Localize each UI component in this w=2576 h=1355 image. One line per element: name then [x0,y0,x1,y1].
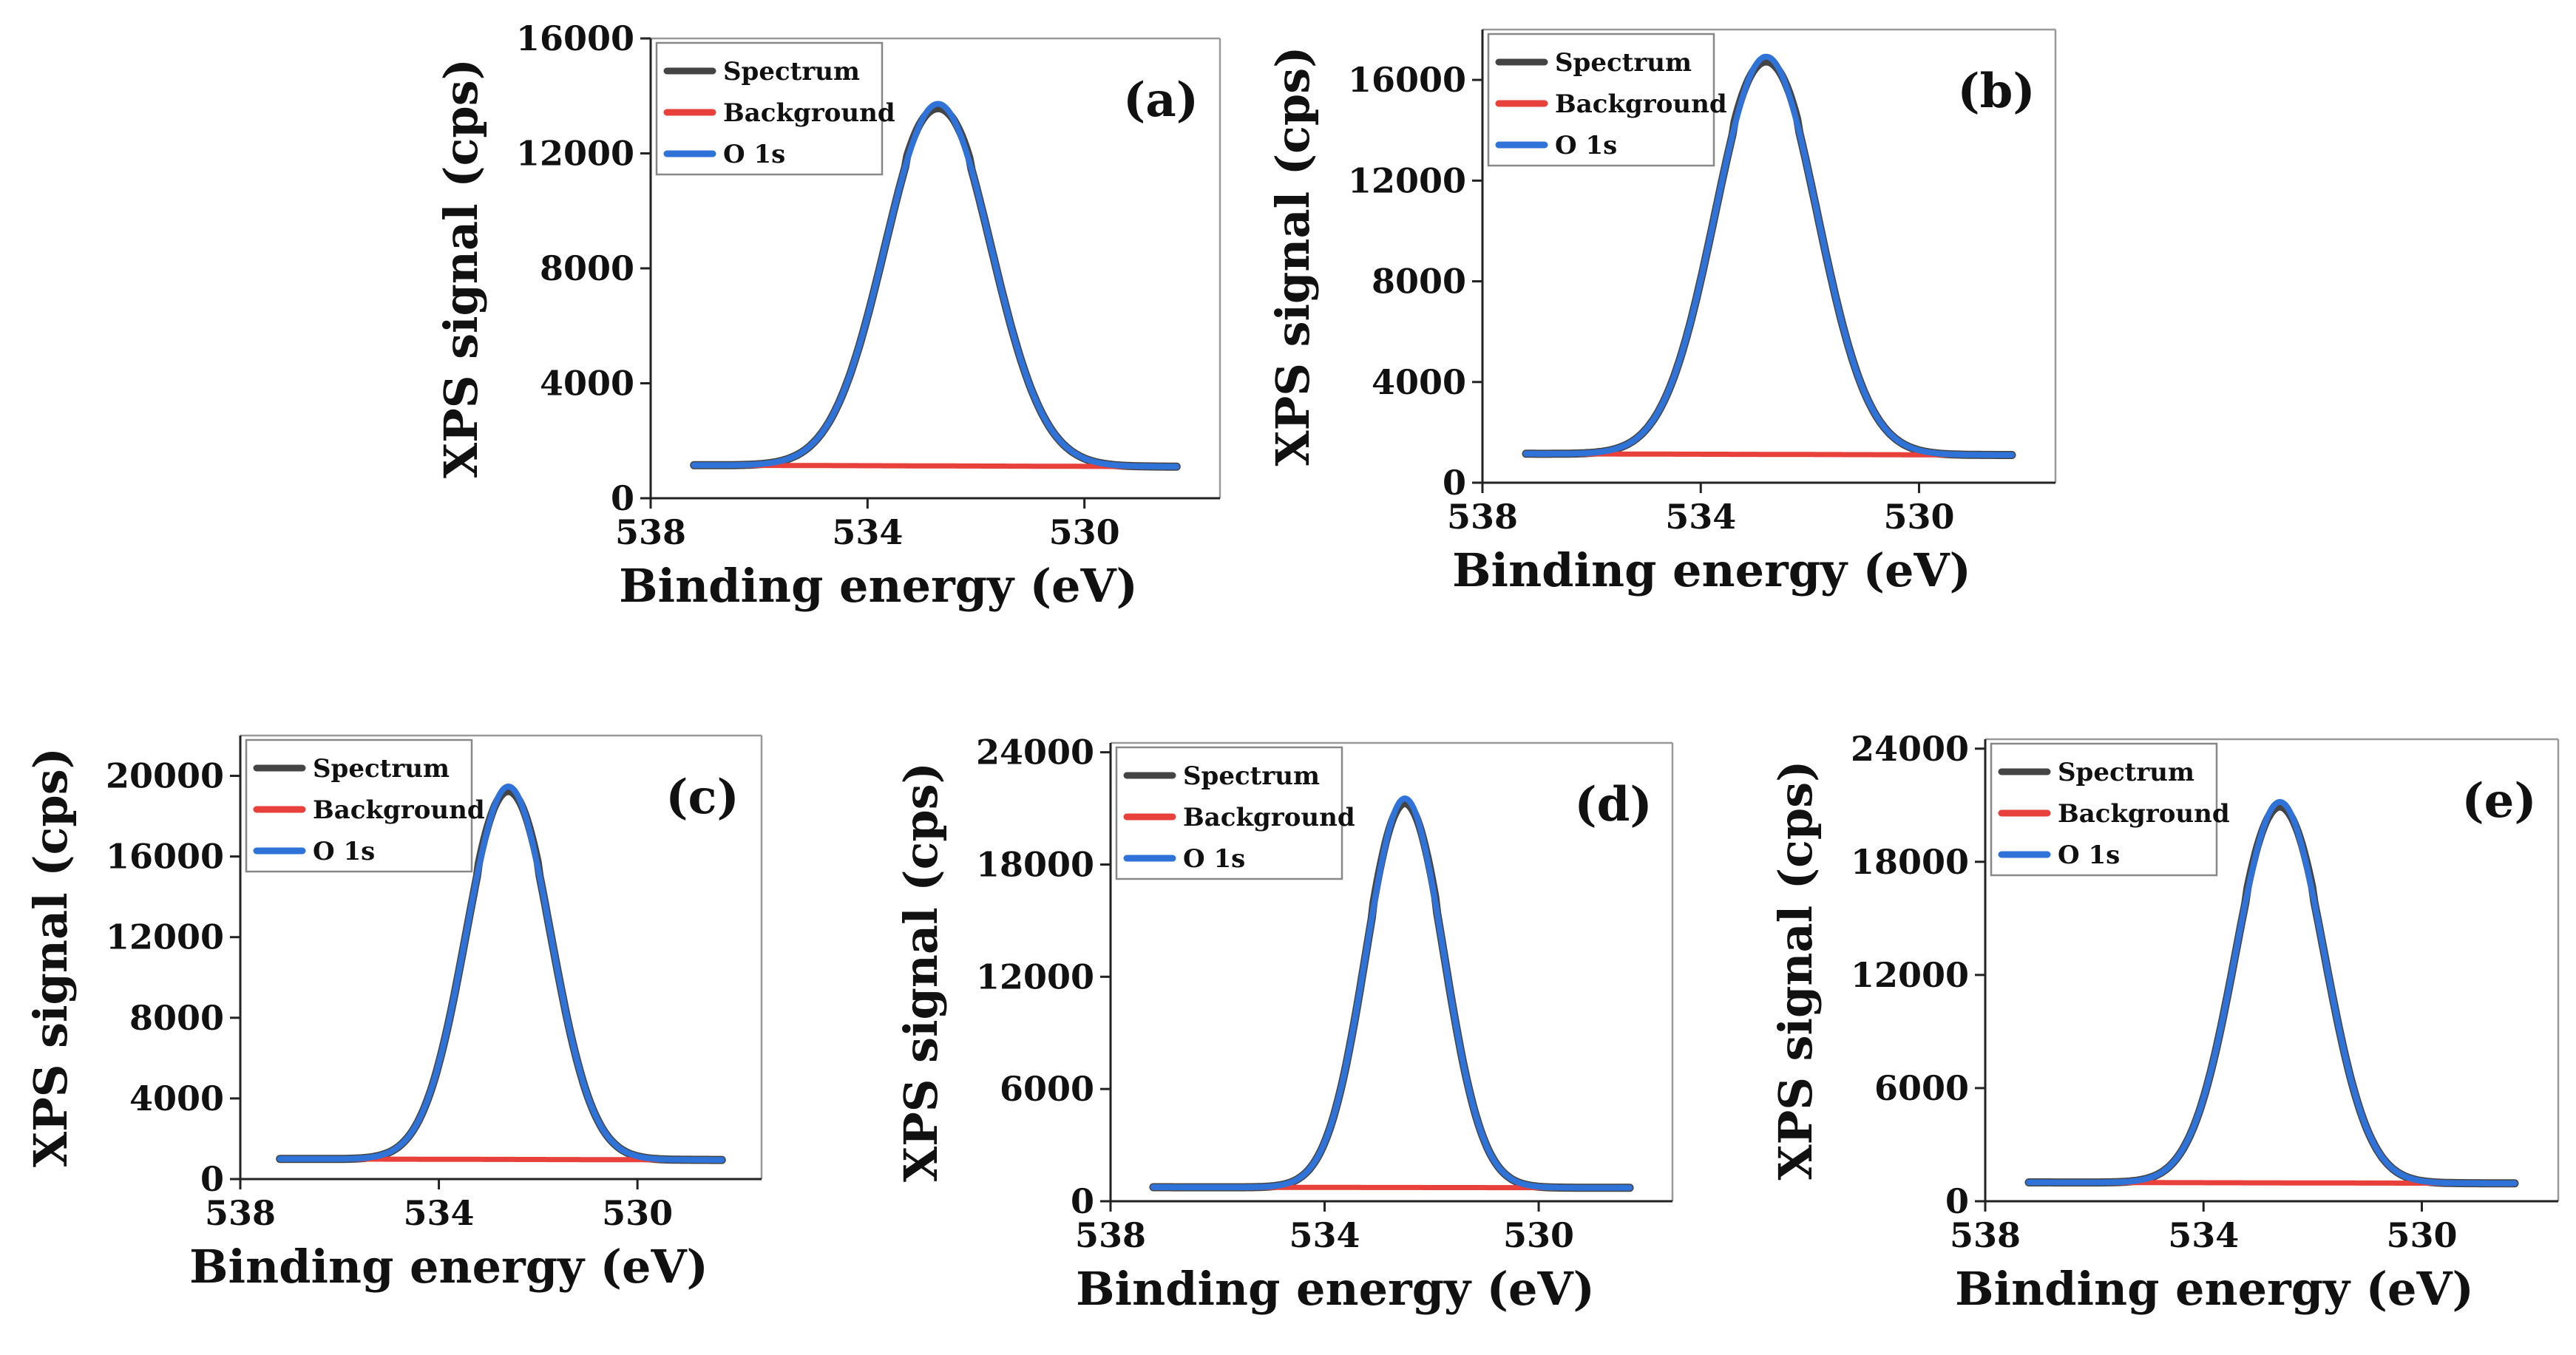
panel-label: (d) [1574,777,1652,832]
y-tick-label: 12000 [106,917,224,957]
panel-a: 538 534 530 0 4000 8000 12000 16000 Binding ener… [434,18,1221,613]
y-tick-label: 24000 [1851,729,1969,769]
y-tick-label: 12000 [1348,160,1466,200]
x-tick-label: 538 [1950,1215,2021,1255]
x-axis-title: Binding energy (eV) [1452,543,1971,597]
x-axis-title: Binding energy (eV) [619,559,1138,613]
legend-label: Spectrum [313,754,450,784]
panel-label: (a) [1123,72,1199,128]
y-tick-label: 20000 [106,756,224,796]
y-axis-title: XPS signal (cps) [1266,47,1320,466]
x-tick-label: 530 [2386,1215,2457,1255]
o1s-fit-line [691,101,1180,470]
y-tick-label: 4000 [1372,362,1466,402]
legend-label: O 1s [313,837,375,866]
y-tick-label: 6000 [1000,1069,1094,1109]
x-tick-label: 538 [615,512,686,552]
y-tick-label: 12000 [516,134,634,174]
y-axis-title: XPS signal (cps) [434,58,488,478]
y-axis-title: XPS signal (cps) [894,762,948,1182]
y-axis-title: XPS signal (cps) [24,747,78,1167]
o1s-fit-line [1150,795,1633,1191]
legend-label: Spectrum [2058,758,2194,787]
o1s-fit-line [2026,798,2518,1186]
legend-label: Background [723,98,895,128]
y-tick-label: 0 [1071,1181,1094,1221]
x-axis-title: Binding energy (eV) [1076,1262,1595,1316]
x-axis-title: Binding energy (eV) [1955,1262,2474,1316]
legend: Spectrum Background O 1s [245,738,485,873]
y-tick-label: 8000 [540,248,634,288]
y-tick-label: 0 [200,1159,224,1199]
legend-label: Background [1555,89,1727,119]
y-tick-label: 0 [1945,1181,1969,1221]
legend-label: O 1s [723,140,785,169]
x-tick-label: 534 [1665,497,1736,537]
legend-label: Background [313,795,485,825]
y-tick-label: 0 [1443,463,1466,503]
x-tick-label: 534 [404,1193,475,1233]
y-tick-label: 8000 [129,998,224,1038]
y-tick-label: 12000 [1851,955,1969,995]
x-tick-label: 534 [2168,1215,2239,1255]
legend-label: Spectrum [1183,761,1320,791]
legend-label: O 1s [1555,131,1617,160]
y-tick-label: 6000 [1874,1068,1969,1108]
y-tick-label: 0 [611,478,634,518]
panel-c: 538 534 530 0 4000 8000 12000 16000 20000 Binding… [24,734,763,1294]
x-tick-label: 534 [1289,1215,1360,1255]
background-line [691,462,1179,469]
y-axis-title: XPS signal (cps) [1769,761,1823,1181]
panel-label: (e) [2461,773,2536,829]
o1s-fit-line [1523,53,2015,458]
panel-label: (b) [1957,64,2035,119]
legend: Spectrum Background O 1s [655,41,895,176]
legend: Spectrum Background O 1s [1487,33,1727,167]
x-tick-label: 538 [1447,497,1518,537]
y-tick-label: 12000 [976,957,1094,996]
legend: Spectrum Background O 1s [1115,746,1355,880]
y-tick-label: 4000 [129,1079,224,1118]
panel-e: 538 534 530 0 6000 12000 18000 24000 Binding ene… [1769,729,2560,1316]
panel-b: 538 534 530 0 4000 8000 12000 16000 Binding ener… [1266,28,2057,597]
o1s-fit-line [277,783,725,1164]
legend-label: O 1s [2058,840,2120,870]
x-axis-title: Binding energy (eV) [189,1240,708,1294]
y-tick-label: 16000 [106,837,224,877]
panel-d: 538 534 530 0 6000 12000 18000 24000 Binding ene… [894,733,1674,1316]
x-tick-label: 530 [1503,1215,1574,1255]
legend-label: Background [1183,803,1355,832]
x-tick-label: 538 [1075,1215,1146,1255]
y-tick-label: 16000 [516,18,634,58]
y-tick-label: 16000 [1348,60,1466,100]
x-tick-label: 530 [1883,497,1954,537]
legend-label: O 1s [1183,844,1245,874]
x-tick-label: 530 [1049,512,1120,552]
panel-label: (c) [665,770,739,825]
y-tick-label: 4000 [540,364,634,404]
legend: Spectrum Background O 1s [1990,742,2230,877]
legend-label: Spectrum [1555,48,1692,78]
y-tick-label: 8000 [1372,262,1466,302]
x-tick-label: 530 [602,1193,673,1233]
y-tick-label: 18000 [1851,842,1969,882]
legend-label: Spectrum [723,57,860,86]
legend-label: Background [2058,799,2230,829]
x-tick-label: 534 [832,512,903,552]
x-tick-label: 538 [205,1193,276,1233]
y-tick-label: 18000 [976,844,1094,884]
y-tick-label: 24000 [976,733,1094,772]
